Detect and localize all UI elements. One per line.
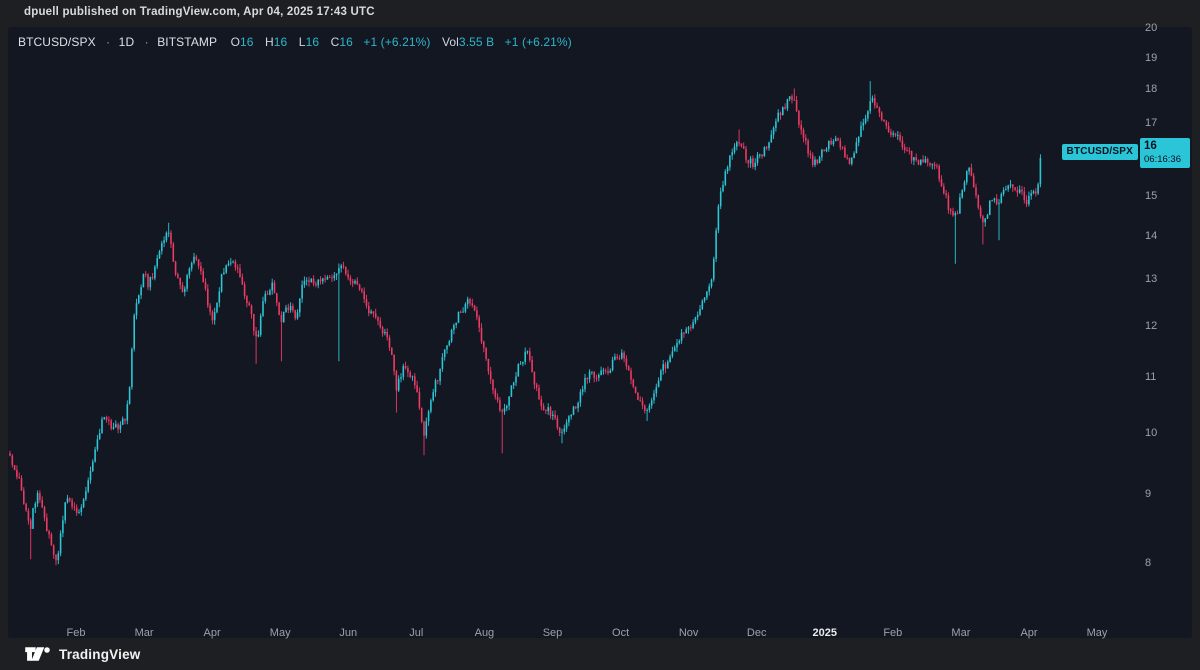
footer-bar: TradingView xyxy=(0,638,1200,670)
last-price-value: 16 xyxy=(1144,140,1157,152)
price-tick-label: 8 xyxy=(1145,557,1152,569)
price-tick-label: 11 xyxy=(1145,370,1157,383)
price-tick-label: 17 xyxy=(1145,116,1158,129)
legend-separator: · xyxy=(106,35,111,49)
time-tick-label: Nov xyxy=(678,627,699,639)
legend-exchange: BITSTAMP xyxy=(157,35,218,49)
time-tick-label: 2025 xyxy=(812,627,838,639)
price-tick-label: 13 xyxy=(1145,273,1158,286)
time-tick-label: May xyxy=(269,627,291,639)
price-tick-label: 15 xyxy=(1145,189,1158,202)
price-tick-label: 18 xyxy=(1145,83,1158,96)
chart-widget: BTCUSD/SPX · 1D · BITSTAMP O16 H16 L16 C… xyxy=(8,22,1192,639)
legend-open: O16 xyxy=(230,35,254,49)
chart-legend: BTCUSD/SPX · 1D · BITSTAMP O16 H16 L16 C… xyxy=(18,35,572,49)
price-tick-label: 10 xyxy=(1145,426,1158,439)
legend-symbol[interactable]: BTCUSD/SPX xyxy=(18,35,96,49)
candlestick-chart[interactable] xyxy=(8,27,1192,638)
legend-interval[interactable]: 1D xyxy=(118,35,135,49)
legend-volume: Vol3.55 B xyxy=(441,35,495,49)
time-tick-label: Aug xyxy=(474,627,495,639)
legend-change: +1 (+6.21%) xyxy=(363,35,431,49)
legend-high: H16 xyxy=(265,35,288,49)
price-tick-label: 20 xyxy=(1145,21,1158,34)
last-price-label: 16 06:16:36 xyxy=(1140,138,1190,169)
time-tick-label: Apr xyxy=(203,627,221,639)
symbol-price-tag: BTCUSD/SPX xyxy=(1061,144,1138,160)
published-header-bar: dpuell published on TradingView.com, Apr… xyxy=(0,0,1200,27)
tradingview-logo[interactable] xyxy=(24,646,51,662)
legend-low: L16 xyxy=(298,35,320,49)
price-tick-label: 19 xyxy=(1145,51,1158,64)
time-tick-label: Dec xyxy=(746,627,767,639)
time-tick-label: Feb xyxy=(883,627,903,639)
time-tick-label: Apr xyxy=(1020,627,1038,639)
time-tick-label: Mar xyxy=(134,627,154,639)
time-tick-label: Jul xyxy=(409,627,424,639)
time-tick-label: May xyxy=(1086,627,1108,639)
time-tick-label: Oct xyxy=(612,627,630,639)
time-tick-label: Feb xyxy=(66,627,86,639)
price-tick-label: 9 xyxy=(1145,488,1152,501)
price-tick-label: 12 xyxy=(1145,320,1158,333)
legend-volume-change: +1 (+6.21%) xyxy=(504,35,572,49)
time-tick-label: Sep xyxy=(542,627,563,639)
legend-close: C16 xyxy=(330,35,353,49)
tradingview-brand-text[interactable]: TradingView xyxy=(59,646,141,662)
bar-countdown: 06:16:36 xyxy=(1144,153,1181,165)
legend-separator: · xyxy=(144,35,149,49)
published-info-text: dpuell published on TradingView.com, Apr… xyxy=(24,6,375,18)
time-tick-label: Jun xyxy=(339,627,358,639)
price-tick-label: 14 xyxy=(1145,230,1158,242)
time-tick-label: Mar xyxy=(951,627,971,639)
